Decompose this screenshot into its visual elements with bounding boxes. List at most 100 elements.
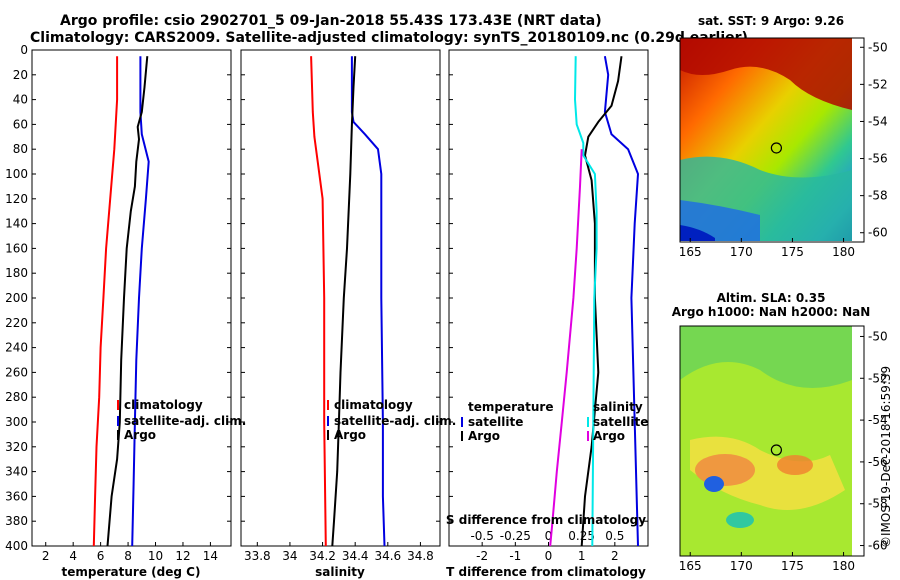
sla-orange-blob-2 [777, 455, 813, 475]
temperature-y-ticks: 0 20 40 60 80 100 120 140 160 180 200 220 240 260 280 3… [5, 43, 28, 553]
map-x-tick-label: 175 [781, 559, 804, 573]
sst-map-panel: sat. SST: 9 Argo: 9.26 165 170 175 180 -50-… [679, 14, 888, 259]
difference-top-ticks: -0.5 -0.25 0 0.25 0.5 [470, 529, 624, 543]
top-tick-label: 0.5 [605, 529, 624, 543]
map-x-tick-label: 180 [832, 245, 855, 259]
legend-label-satellite-adj: satellite-adj. clim. [124, 414, 246, 428]
map-y-tick-label: -50 [868, 40, 888, 54]
legend-label-climatology: climatology [334, 398, 413, 412]
temperature-x-ticks: 2 4 6 8 10 12 14 [32, 49, 231, 563]
difference-lines [549, 56, 639, 547]
title-line-1: Argo profile: csio 2902701_5 09-Jan-2018… [60, 13, 602, 29]
sst-map-frame [679, 37, 865, 243]
y-tick-label: 180 [5, 266, 28, 280]
salinity-panel: 33.8 34 34.2 34.4 34.6 34.8 climatology satel… [240, 49, 456, 579]
series-line-argo [331, 56, 357, 547]
x-tick-label: 0 [545, 549, 553, 563]
top-tick-label: 0 [545, 529, 553, 543]
map-y-tick-label: -60 [868, 226, 888, 240]
map-y-tick-label: -58 [868, 497, 888, 511]
sst-x-ticks: 165 170 175 180 [679, 238, 855, 259]
map-x-tick-label: 175 [781, 245, 804, 259]
difference-x-ticks: -2 -1 0 1 2 [449, 49, 648, 563]
x-tick-label: 1 [578, 549, 586, 563]
legend-label-satellite-adj: satellite-adj. clim. [334, 414, 456, 428]
x-tick-label: -2 [476, 549, 488, 563]
sla-y-ticks: -50 -52 -54 -56 -58 -60 [860, 329, 888, 553]
x-tick-label: 14 [203, 549, 218, 563]
map-x-tick-label: 165 [679, 245, 702, 259]
map-y-tick-label: -56 [868, 152, 888, 166]
sst-map-title: sat. SST: 9 Argo: 9.26 [698, 14, 844, 28]
sla-upper-green [680, 326, 852, 388]
legend-title-salinity: salinity [593, 400, 643, 414]
y-tick-label: 0 [20, 43, 28, 57]
legend-label-argo: Argo [334, 428, 366, 442]
sla-x-ticks: 165 170 175 180 [679, 552, 855, 573]
y-tick-label: 120 [5, 192, 28, 206]
series-line-temperature-argo [580, 56, 623, 547]
y-tick-label: 20 [13, 68, 28, 82]
sst-y-ticks: -50 -52 -54 -56 -58 -60 [860, 40, 888, 240]
map-x-tick-label: 165 [679, 559, 702, 573]
difference-top-label: S difference from climatology [446, 513, 646, 527]
sla-teal-eddy [726, 512, 754, 528]
series-line-satellite-adj-clim- [131, 56, 150, 547]
map-y-tick-label: -60 [868, 539, 888, 553]
x-tick-label: 8 [124, 549, 132, 563]
x-tick-label: 4 [69, 549, 77, 563]
y-tick-label: 300 [5, 415, 28, 429]
series-line-argo [106, 56, 149, 547]
y-tick-label: 220 [5, 316, 28, 330]
top-tick-label: -0.5 [470, 529, 493, 543]
y-tick-label: 320 [5, 440, 28, 454]
sla-blue-eddy [704, 476, 724, 492]
map-y-tick-label: -52 [868, 371, 888, 385]
x-tick-label: -1 [509, 549, 521, 563]
difference-axes-frame [448, 49, 649, 547]
y-tick-label: 340 [5, 465, 28, 479]
y-tick-label: 380 [5, 514, 28, 528]
top-tick-label: -0.25 [500, 529, 531, 543]
y-tick-label: 80 [13, 142, 28, 156]
temperature-xlabel: temperature (deg C) [62, 565, 201, 579]
difference-panel: -2 -1 0 1 2 -0.5 -0.25 0 0.25 0.5 temperature sa… [446, 49, 649, 579]
x-tick-label: 34.4 [342, 549, 369, 563]
legend-label-argo: Argo [124, 428, 156, 442]
temperature-panel: 0 20 40 60 80 100 120 140 160 180 200 220 240 260 280 3… [5, 43, 246, 579]
title-line-2: Climatology: CARS2009. Satellite-adjuste… [30, 30, 748, 46]
legend-label-t-argo: Argo [468, 429, 500, 443]
sla-map-title: Altim. SLA: 0.35 [717, 291, 826, 305]
map-y-tick-label: -52 [868, 77, 888, 91]
y-tick-label: 140 [5, 217, 28, 231]
y-tick-label: 100 [5, 167, 28, 181]
sla-field [680, 326, 852, 556]
y-tick-label: 260 [5, 365, 28, 379]
map-x-tick-label: 170 [730, 559, 753, 573]
x-tick-label: 2 [611, 549, 619, 563]
legend-label-s-argo: Argo [593, 429, 625, 443]
salinity-axes-frame [240, 49, 441, 547]
x-tick-label: 34.2 [309, 549, 336, 563]
sla-orange-blob [695, 454, 755, 486]
argo-position-marker [770, 142, 782, 154]
sst-coldest-region [680, 225, 715, 241]
y-tick-label: 60 [13, 117, 28, 131]
y-tick-label: 160 [5, 241, 28, 255]
legend-title-temperature: temperature [468, 400, 553, 414]
map-y-tick-label: -54 [868, 413, 888, 427]
x-tick-label: 6 [97, 549, 105, 563]
salinity-lines [310, 56, 386, 547]
legend-label-s-satellite: satellite [593, 415, 648, 429]
salinity-legend: climatology satellite-adj. clim. Argo [327, 398, 456, 442]
x-tick-label: 34.6 [374, 549, 401, 563]
x-tick-label: 34 [282, 549, 297, 563]
series-line-salinity-satellite [574, 56, 598, 547]
map-y-tick-label: -54 [868, 114, 888, 128]
sla-map-panel: Altim. SLA: 0.35 Argo h1000: NaN h2000: … [672, 291, 888, 573]
imos-credit: ©IMOS 19-Dec-2018 16:59:39 [879, 366, 893, 548]
y-tick-label: 40 [13, 93, 28, 107]
y-tick-label: 200 [5, 291, 28, 305]
x-tick-label: 33.8 [244, 549, 271, 563]
